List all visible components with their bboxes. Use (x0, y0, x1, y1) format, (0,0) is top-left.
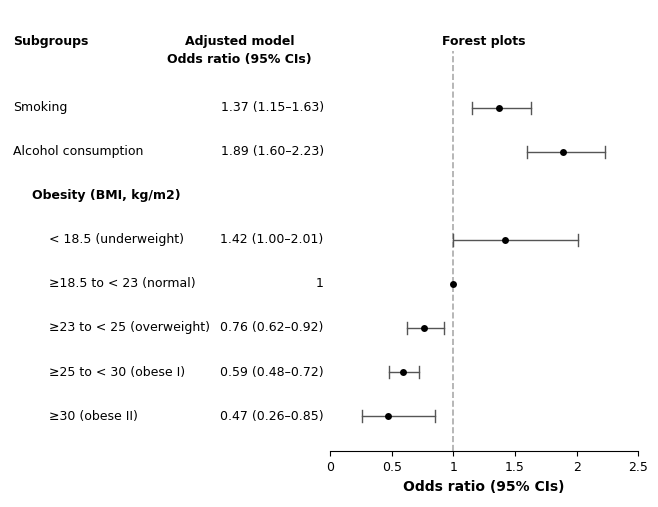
Text: 1.37 (1.15–1.63): 1.37 (1.15–1.63) (220, 101, 324, 115)
Text: Forest plots: Forest plots (442, 35, 526, 49)
X-axis label: Odds ratio (95% CIs): Odds ratio (95% CIs) (403, 480, 565, 493)
Text: 1: 1 (316, 277, 324, 291)
Text: ≥30 (obese II): ≥30 (obese II) (49, 410, 138, 422)
Text: < 18.5 (underweight): < 18.5 (underweight) (49, 233, 184, 246)
Text: Alcohol consumption: Alcohol consumption (13, 146, 143, 158)
Text: ≥18.5 to < 23 (normal): ≥18.5 to < 23 (normal) (49, 277, 195, 291)
Text: Obesity (BMI, kg/m2): Obesity (BMI, kg/m2) (32, 190, 181, 202)
Text: Adjusted model: Adjusted model (185, 35, 294, 49)
Text: ≥25 to < 30 (obese I): ≥25 to < 30 (obese I) (49, 366, 185, 379)
Text: 0.59 (0.48–0.72): 0.59 (0.48–0.72) (220, 366, 324, 379)
Text: ≥23 to < 25 (overweight): ≥23 to < 25 (overweight) (49, 321, 210, 335)
Text: 0.47 (0.26–0.85): 0.47 (0.26–0.85) (220, 410, 324, 422)
Text: Smoking: Smoking (13, 101, 67, 115)
Text: 1.42 (1.00–2.01): 1.42 (1.00–2.01) (220, 233, 324, 246)
Text: 0.76 (0.62–0.92): 0.76 (0.62–0.92) (220, 321, 324, 335)
Text: Subgroups: Subgroups (13, 35, 88, 49)
Text: 1.89 (1.60–2.23): 1.89 (1.60–2.23) (220, 146, 324, 158)
Text: Odds ratio (95% CIs): Odds ratio (95% CIs) (167, 53, 312, 66)
